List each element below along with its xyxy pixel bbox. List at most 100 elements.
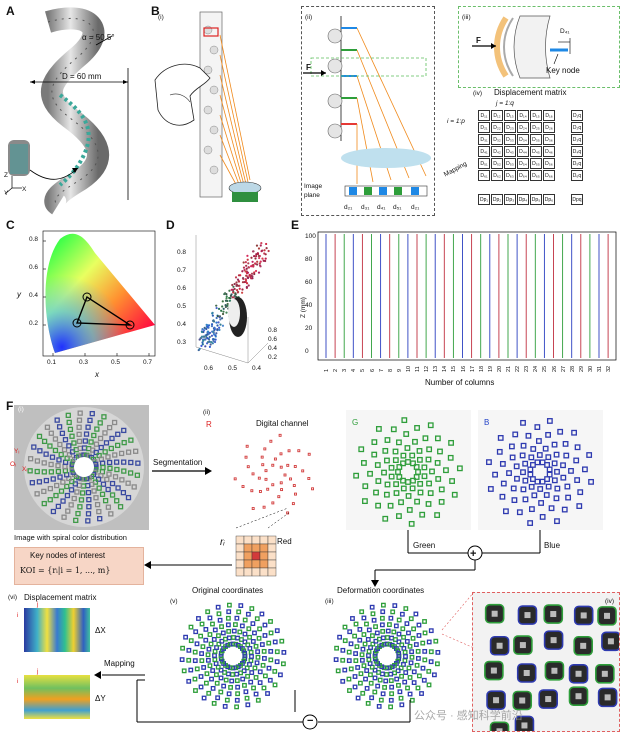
- zoomed-node-core: [607, 638, 614, 645]
- spiral-node: [88, 439, 94, 445]
- spiral-node: [233, 665, 239, 671]
- c-ylabel: y: [17, 290, 21, 299]
- spiral-node: [410, 635, 416, 641]
- scatter-point: [221, 324, 225, 327]
- scatter-point: [254, 262, 257, 265]
- spiral-node: [27, 468, 33, 474]
- spiral-node: [370, 641, 376, 647]
- scatter-point: [246, 254, 249, 257]
- spiral-node: [84, 476, 90, 482]
- zoomed-node-core: [519, 697, 526, 704]
- matrix-cell: D₁₂: [491, 110, 503, 121]
- spiral-node: [268, 648, 274, 654]
- spiral-node: [65, 508, 71, 514]
- spiral-node: [277, 672, 283, 678]
- zoomed-node-core: [575, 670, 582, 677]
- spiral-node: [128, 459, 134, 466]
- scatter-point: [225, 297, 228, 300]
- scatter-point: [241, 281, 245, 284]
- e-xtick: 22: [515, 365, 522, 372]
- spiral-node: [210, 621, 215, 627]
- scatter-point: [203, 326, 206, 330]
- spiral-node: [384, 437, 391, 443]
- spiral-node: [69, 433, 75, 439]
- spiral-node: [388, 473, 395, 480]
- scatter-point: [252, 265, 255, 268]
- spiral-node: [215, 695, 221, 701]
- spiral-node: [577, 489, 584, 496]
- spiral-node: [108, 445, 114, 452]
- spiral-node: [448, 439, 454, 446]
- spiral-node: [279, 638, 285, 644]
- d-rtick-0: 0.8: [268, 327, 278, 334]
- spiral-node: [499, 493, 506, 500]
- spiral-node: [93, 449, 99, 456]
- spiral-node: [109, 435, 115, 442]
- spiral-node: [135, 460, 141, 466]
- pixel-cell: [251, 543, 261, 553]
- spiral-node: [210, 685, 216, 691]
- scatter-point: [254, 255, 258, 258]
- scatter-point: [217, 321, 220, 324]
- spiral-node: [487, 486, 494, 492]
- spiral-node: [240, 676, 246, 682]
- spiral-node: [438, 498, 445, 505]
- pixel-cell: [267, 567, 277, 577]
- axis-y-label: Y: [4, 190, 9, 197]
- spiral-node: [355, 695, 361, 701]
- spiral-node: [348, 666, 354, 672]
- spiral-node: [211, 700, 217, 706]
- matrix-cell: Dp₂: [491, 194, 503, 205]
- scatter-point: [244, 279, 248, 282]
- blue-channel-panel: [478, 410, 603, 530]
- spiral-node: [241, 648, 247, 654]
- white-cluster: [228, 299, 240, 327]
- spiral-node: [371, 451, 378, 458]
- scatter-point: [217, 307, 221, 311]
- spiral-node: [522, 496, 529, 503]
- spiral-node: [398, 499, 404, 506]
- zoomed-node-core: [580, 642, 587, 649]
- spiral-node: [203, 626, 209, 632]
- scatter-point: [235, 289, 239, 292]
- spiral-node: [242, 656, 248, 662]
- spiral-node: [373, 489, 379, 496]
- matrix-cell: D₁₁: [478, 110, 490, 121]
- spiral-node: [546, 418, 553, 424]
- spiral-node: [358, 671, 364, 677]
- spiral-node: [271, 463, 275, 467]
- zoomed-node-core: [521, 722, 528, 729]
- spiral-node: [416, 673, 422, 679]
- spiral-node: [41, 500, 47, 507]
- spiral-node: [245, 702, 251, 708]
- spiral-node: [408, 520, 415, 527]
- spiral-node: [388, 615, 394, 621]
- spiral-node: [337, 634, 343, 640]
- scatter-point: [241, 270, 244, 273]
- spiral-node: [76, 417, 83, 423]
- spiral-node: [248, 679, 254, 685]
- scatter-point: [265, 247, 268, 250]
- force-label-b-iii: F: [476, 36, 481, 45]
- matrix-cell: D₄₁: [478, 146, 490, 157]
- spiral-node: [347, 688, 352, 693]
- scatter-point: [231, 296, 234, 299]
- matrix-cell: Dp₃: [504, 194, 516, 205]
- helix-angle-label: α = 50.5°: [82, 33, 115, 42]
- spiral-node: [405, 493, 412, 499]
- spiral-node: [55, 463, 61, 469]
- spiral-node: [434, 661, 440, 667]
- e-xtick: 25: [542, 365, 549, 372]
- spiral-node: [374, 462, 381, 468]
- spiral-node: [525, 432, 532, 439]
- zoomed-node-core: [580, 612, 587, 619]
- spiral-node: [58, 451, 64, 458]
- spiral-node: [294, 492, 297, 496]
- spiral-node: [233, 477, 237, 481]
- image-plane-label-line2: plane: [304, 192, 320, 199]
- spiral-node: [342, 667, 348, 673]
- matrix-cell: D₅₄: [517, 158, 529, 169]
- spiral-node: [93, 495, 99, 501]
- scatter-point: [236, 278, 240, 281]
- panel-b-ii-frame: [301, 6, 435, 216]
